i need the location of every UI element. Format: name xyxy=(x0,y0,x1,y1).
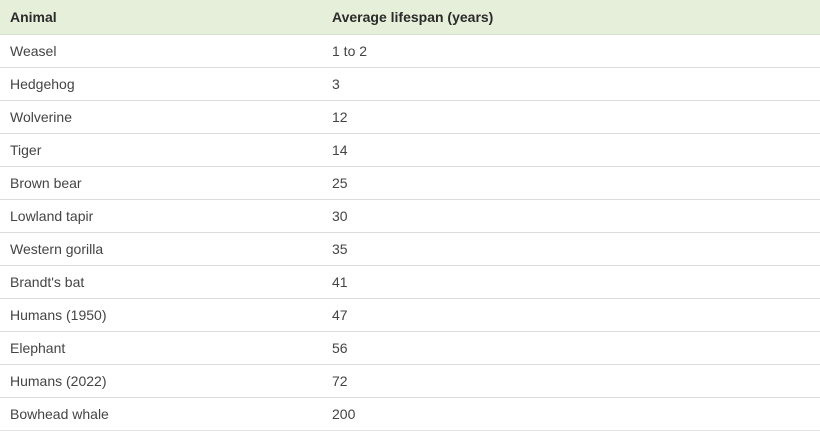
table-row: Elephant 56 xyxy=(0,331,820,365)
table-row: Hedgehog 3 xyxy=(0,67,820,101)
lifespan-cell: 14 xyxy=(322,133,820,167)
animal-cell: Tiger xyxy=(0,133,322,167)
table-row: Humans (2022) 72 xyxy=(0,364,820,398)
table-row: Humans (1950) 47 xyxy=(0,298,820,332)
lifespan-table: Animal Average lifespan (years) Weasel 1… xyxy=(0,0,820,431)
animal-cell: Hedgehog xyxy=(0,67,322,101)
lifespan-cell: 25 xyxy=(322,166,820,200)
table-row: Lowland tapir 30 xyxy=(0,199,820,233)
table-row: Western gorilla 35 xyxy=(0,232,820,266)
lifespan-cell: 3 xyxy=(322,67,820,101)
table-row: Brown bear 25 xyxy=(0,166,820,200)
table-body: Weasel 1 to 2 Hedgehog 3 Wolverine 12 Ti… xyxy=(0,34,820,431)
table-row: Weasel 1 to 2 xyxy=(0,34,820,68)
header-average-lifespan[interactable]: Average lifespan (years) xyxy=(322,0,820,35)
lifespan-cell: 72 xyxy=(322,364,820,398)
lifespan-cell: 41 xyxy=(322,265,820,299)
lifespan-cell: 35 xyxy=(322,232,820,266)
lifespan-cell: 56 xyxy=(322,331,820,365)
lifespan-cell: 47 xyxy=(322,298,820,332)
header-row: Animal Average lifespan (years) xyxy=(0,0,820,35)
lifespan-cell: 200 xyxy=(322,397,820,431)
table-row: Tiger 14 xyxy=(0,133,820,167)
table-row: Bowhead whale 200 xyxy=(0,397,820,431)
table-row: Wolverine 12 xyxy=(0,100,820,134)
lifespan-cell: 12 xyxy=(322,100,820,134)
animal-cell: Lowland tapir xyxy=(0,199,322,233)
animal-cell: Western gorilla xyxy=(0,232,322,266)
animal-cell: Wolverine xyxy=(0,100,322,134)
lifespan-cell: 30 xyxy=(322,199,820,233)
animal-cell: Brown bear xyxy=(0,166,322,200)
animal-cell: Bowhead whale xyxy=(0,397,322,431)
animal-cell: Brandt's bat xyxy=(0,265,322,299)
lifespan-cell: 1 to 2 xyxy=(322,34,820,68)
table-row: Brandt's bat 41 xyxy=(0,265,820,299)
animal-cell: Humans (1950) xyxy=(0,298,322,332)
table-header: Animal Average lifespan (years) xyxy=(0,0,820,35)
animal-cell: Weasel xyxy=(0,34,322,68)
header-animal[interactable]: Animal xyxy=(0,0,322,35)
animal-cell: Humans (2022) xyxy=(0,364,322,398)
animal-cell: Elephant xyxy=(0,331,322,365)
